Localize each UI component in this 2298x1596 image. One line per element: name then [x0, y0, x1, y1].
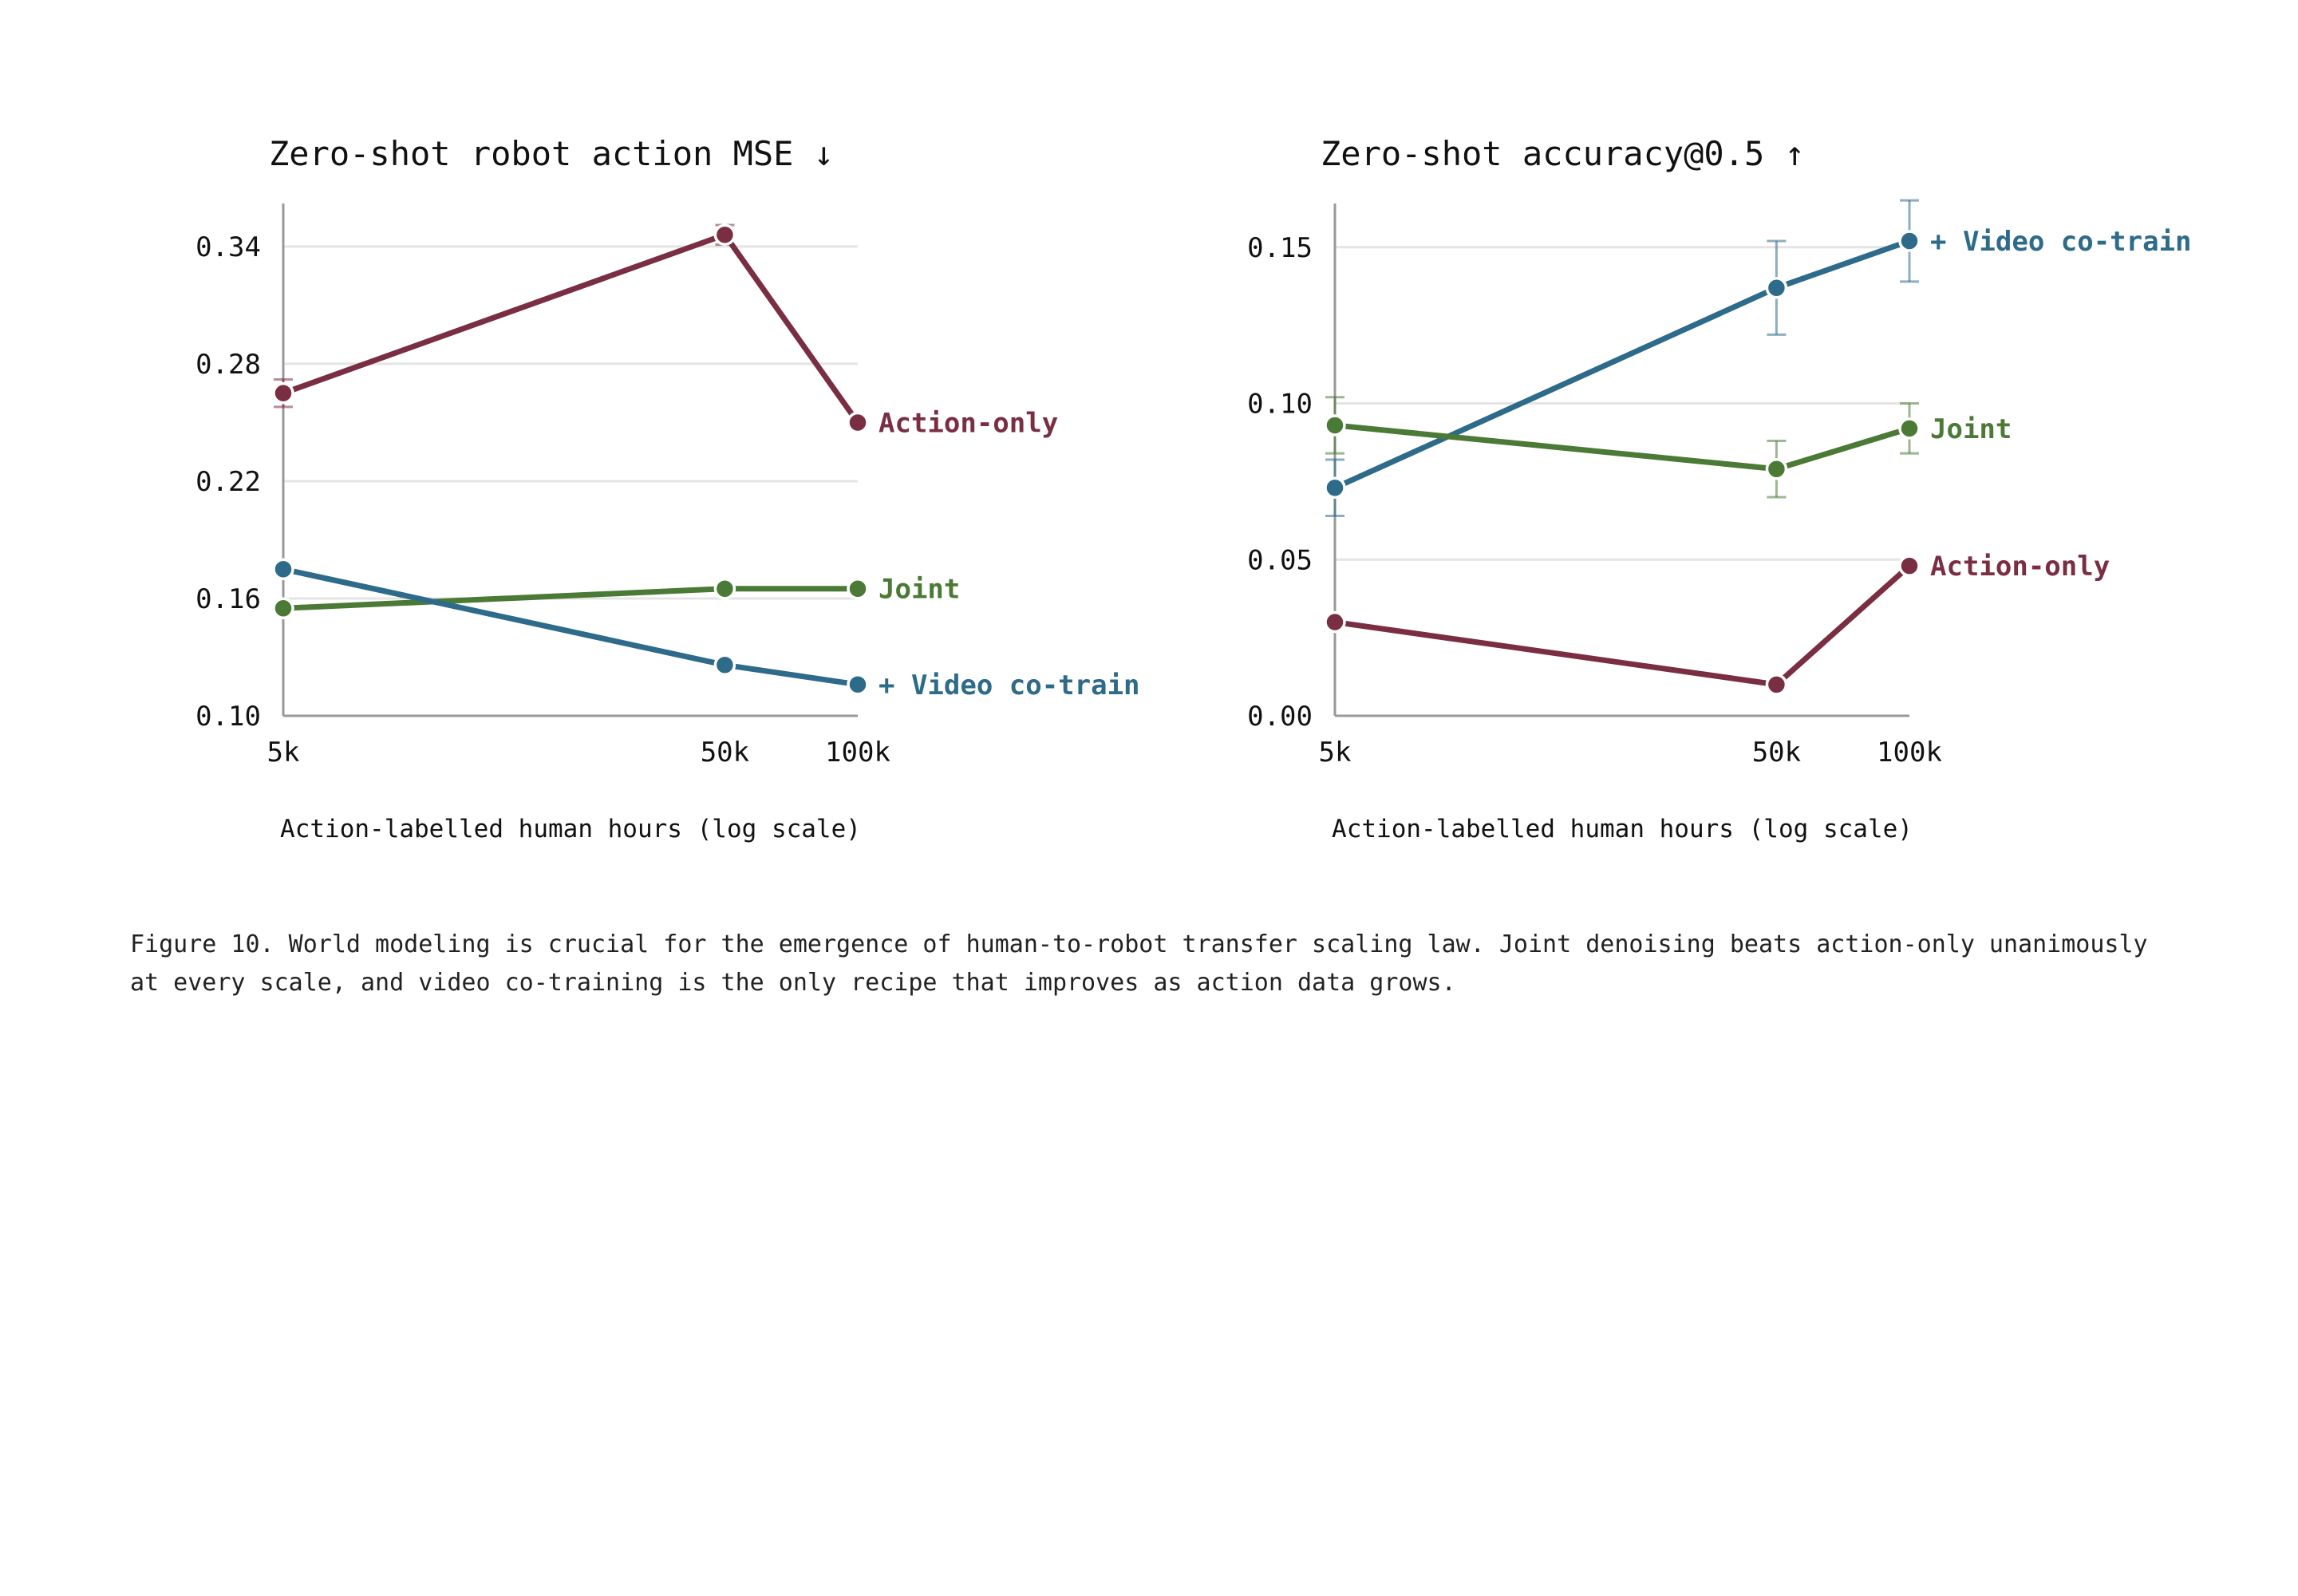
series-label: Action-only: [1930, 551, 2110, 583]
data-point: [272, 381, 294, 405]
series-line: [1333, 238, 1911, 491]
x-tick-label: 100k: [1877, 737, 1942, 768]
data-point: [272, 558, 294, 580]
series-label: Action-only: [879, 407, 1058, 439]
chart-title: Zero-shot accuracy@0.5 ↑: [1321, 134, 1805, 173]
y-tick-label: 0.05: [1247, 544, 1313, 576]
y-tick-label: 0.10: [1247, 389, 1313, 421]
series-line: [282, 231, 860, 425]
data-point: [847, 411, 869, 434]
figure-caption: Figure 10. World modeling is crucial for…: [130, 930, 2148, 997]
y-tick-label: 0.22: [195, 466, 261, 498]
series-line: [1334, 563, 1912, 688]
x-tick-label: 50k: [701, 737, 749, 768]
y-tick-label: 0.00: [1247, 701, 1313, 733]
x-axis-label: Action-labelled human hours (log scale): [280, 815, 861, 843]
series-label: + Video co-train: [1930, 226, 2192, 258]
data-point: [1898, 230, 1921, 252]
data-point: [1898, 417, 1921, 440]
series-joint: Joint: [1324, 396, 2012, 499]
x-tick-label: 100k: [825, 737, 890, 768]
data-point: [713, 577, 736, 600]
series-action-only: Action-only: [272, 223, 1058, 439]
y-tick-label: 0.15: [1247, 232, 1313, 264]
y-tick-label: 0.10: [195, 701, 261, 733]
x-tick-label: 5k: [1319, 737, 1352, 768]
x-tick-label: 50k: [1752, 737, 1801, 768]
series-video-co-train: + Video co-train: [1324, 199, 2192, 517]
y-tick-label: 0.34: [195, 231, 261, 263]
series-joint: Joint: [272, 574, 960, 619]
series-action-only: Action-only: [1324, 551, 2110, 696]
data-point: [713, 223, 736, 246]
data-point: [847, 577, 869, 600]
data-point: [1765, 276, 1788, 299]
data-point: [1324, 610, 1346, 634]
chart-panel-1: Zero-shot robot action MSE ↓ 0.10 0.16 0.22…: [195, 134, 1139, 843]
data-point: [1765, 457, 1788, 480]
series-label: Joint: [879, 574, 960, 606]
chart-title: Zero-shot robot action MSE ↓: [269, 134, 834, 173]
x-tick-label: 5k: [267, 737, 300, 768]
data-point: [1765, 674, 1788, 696]
series-label: + Video co-train: [879, 670, 1140, 701]
data-point: [1898, 555, 1921, 577]
y-tick-label: 0.28: [195, 349, 261, 381]
data-point: [847, 674, 869, 696]
data-point: [272, 597, 294, 619]
chart-panel-2: Zero-shot accuracy@0.5 ↑ 0.00 0.05 0.10 0.15…: [1247, 134, 2191, 843]
series-label: Joint: [1930, 413, 2012, 445]
data-point: [713, 654, 736, 677]
data-point: [1324, 476, 1346, 499]
data-point: [1324, 414, 1346, 437]
x-axis-label: Action-labelled human hours (log scale): [1332, 815, 1913, 843]
y-tick-label: 0.16: [195, 583, 261, 615]
series-video-co-train: + Video co-train: [272, 558, 1140, 701]
